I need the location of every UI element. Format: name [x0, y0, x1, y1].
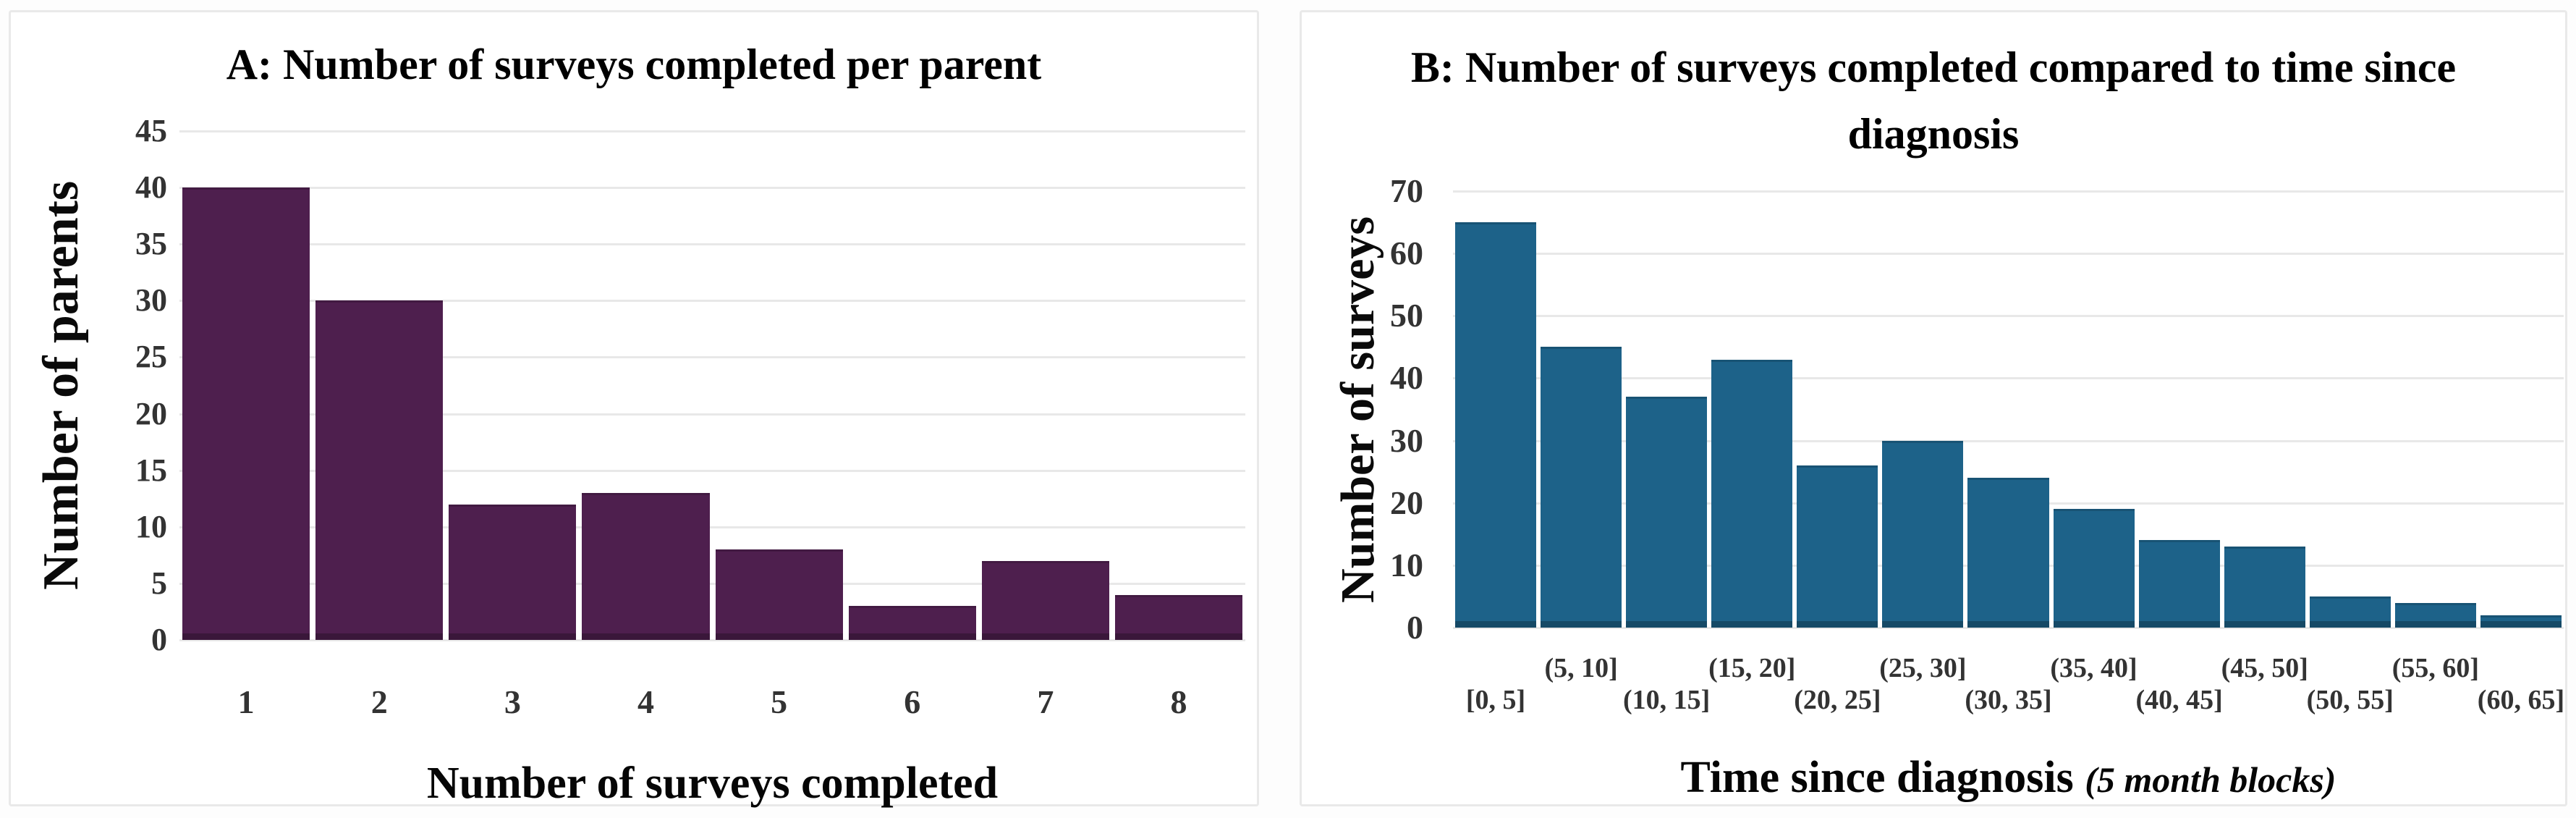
gridline-y-70	[1453, 190, 2564, 193]
x-tick-label-5: 5	[771, 683, 788, 720]
gridline-y-15	[179, 469, 1245, 472]
x-tick-label-(25, 30]: (25, 30]	[1879, 653, 1967, 683]
bar-7-value-7	[981, 560, 1109, 640]
chart-a-x-axis-title: Number of surveys completed	[426, 759, 999, 808]
y-tick-label-45: 45	[135, 113, 167, 148]
gridline-y-30	[1453, 439, 2564, 442]
x-tick-label-(10, 15]: (10, 15]	[1623, 685, 1711, 715]
chart-b-plot-area	[1453, 190, 2564, 629]
chart-panel-a: A: Number of surveys completed per paren…	[9, 10, 1259, 808]
gridline-y-25	[179, 356, 1245, 359]
y-tick-label-30: 30	[135, 282, 167, 319]
bar-(30, 35]-value-24	[1967, 478, 2049, 628]
x-tick-label-1: 1	[237, 683, 255, 720]
chart-a-x-axis-ticks: 1 2 3 4 5 6 7 8	[179, 682, 1245, 722]
gridline-y-30	[179, 300, 1245, 303]
x-tick-label-(20, 25]: (20, 25]	[1794, 685, 1881, 715]
x-tick-label-(35, 40]: (35, 40]	[2050, 653, 2138, 683]
gridline-y-0	[1453, 627, 2564, 629]
y-tick-label-0: 0	[151, 622, 167, 657]
bar-(40, 45]-value-14	[2138, 540, 2220, 628]
x-tick-label-(40, 45]: (40, 45]	[2135, 685, 2223, 715]
bar-(25, 30]-value-30	[1882, 440, 1964, 628]
y-tick-label-40: 40	[1390, 359, 1423, 397]
gridline-y-10	[179, 526, 1245, 528]
bar-5-value-8	[715, 549, 843, 640]
bar-[0, 5]-value-65	[1455, 222, 1537, 628]
gridline-y-5	[179, 582, 1245, 585]
gridline-y-0	[179, 639, 1245, 641]
y-tick-label-60: 60	[1390, 235, 1423, 272]
bar-(5, 10]-value-45	[1541, 347, 1622, 628]
y-tick-label-0: 0	[1407, 609, 1423, 646]
y-tick-label-35: 35	[135, 226, 167, 262]
y-tick-label-50: 50	[1390, 297, 1423, 334]
bar-(20, 25]-value-26	[1797, 465, 1878, 628]
bar-(35, 40]-value-19	[2053, 509, 2135, 628]
gridline-y-50	[1453, 315, 2564, 318]
chart-panel-b: B: Number of surveys completed compared …	[1300, 10, 2567, 806]
gridline-y-60	[1453, 253, 2564, 256]
chart-b-x-axis-title: Time since diagnosis (5 month blocks)	[1453, 752, 2564, 804]
bar-2-value-30	[315, 300, 444, 640]
bar-(55, 60]-value-4	[2394, 602, 2476, 628]
x-tick-label-(30, 35]: (30, 35]	[1965, 685, 2052, 715]
y-tick-label-20: 20	[135, 395, 167, 431]
chart-a-plot-area	[179, 130, 1245, 641]
y-tick-label-5: 5	[151, 565, 167, 601]
bar-3-value-12	[449, 504, 577, 640]
y-tick-label-15: 15	[135, 452, 167, 488]
chart-b-x-axis-ticks-upper-row: (5, 10] (15, 20] (25, 30] (35, 40] (45, 50] (…	[1453, 652, 2564, 684]
chart-a-y-axis-ticks: 0 5 10 15 20 25 30 35 40 45	[103, 12, 167, 804]
chart-b-x-axis-title-note: (5 month blocks)	[2085, 759, 2336, 800]
x-tick-label-8: 8	[1170, 683, 1187, 720]
chart-a-y-axis-title: Number of parents	[33, 180, 89, 591]
y-tick-label-40: 40	[135, 169, 167, 206]
bar-1-value-40	[182, 187, 310, 640]
x-tick-label-7: 7	[1037, 683, 1054, 720]
y-tick-label-20: 20	[1390, 484, 1423, 521]
bar-8-value-4	[1114, 594, 1242, 640]
y-tick-label-10: 10	[135, 508, 167, 544]
x-tick-label-(50, 55]: (50, 55]	[2306, 685, 2394, 715]
gridline-y-40	[1453, 377, 2564, 380]
gridline-y-40	[179, 187, 1245, 190]
x-tick-label-(15, 20]: (15, 20]	[1708, 653, 1796, 683]
x-tick-label-(45, 50]: (45, 50]	[2221, 653, 2308, 683]
x-tick-label-4: 4	[637, 683, 654, 720]
gridline-y-35	[179, 243, 1245, 246]
x-tick-label-(5, 10]: (5, 10]	[1544, 653, 1618, 683]
chart-b-y-axis-ticks: 0 10 20 30 40 50 60 70	[1357, 12, 1423, 804]
chart-b-title: B: Number of surveys completed compared …	[1410, 43, 2457, 158]
x-tick-label-(60, 65]: (60, 65]	[2477, 685, 2565, 715]
chart-b-x-axis-ticks-lower-row: [0, 5] (10, 15] (20, 25] (30, 35] (40, 45] (5…	[1453, 684, 2564, 716]
x-tick-label-3: 3	[504, 683, 521, 720]
y-tick-label-25: 25	[135, 339, 167, 375]
y-tick-label-70: 70	[1390, 172, 1423, 209]
bar-(60, 65]-value-2	[2480, 615, 2562, 628]
x-tick-label-[0, 5]: [0, 5]	[1465, 685, 1526, 715]
bar-(15, 20]-value-43	[1711, 359, 1793, 628]
y-tick-label-30: 30	[1390, 421, 1423, 459]
x-tick-label-2: 2	[370, 683, 388, 720]
bar-6-value-3	[848, 606, 976, 640]
chart-a-title: A: Number of surveys completed per paren…	[226, 41, 1042, 88]
bar-(10, 15]-value-37	[1626, 397, 1708, 628]
bar-(50, 55]-value-5	[2309, 596, 2391, 628]
y-tick-label-10: 10	[1390, 546, 1423, 583]
chart-b-x-axis-title-main: Time since diagnosis	[1680, 753, 2074, 802]
bar-(45, 50]-value-13	[2224, 547, 2305, 628]
x-tick-label-6: 6	[904, 683, 921, 720]
gridline-y-45	[179, 130, 1245, 132]
bar-4-value-13	[582, 492, 710, 640]
x-tick-label-(55, 60]: (55, 60]	[2391, 653, 2480, 683]
gridline-y-20	[179, 413, 1245, 416]
